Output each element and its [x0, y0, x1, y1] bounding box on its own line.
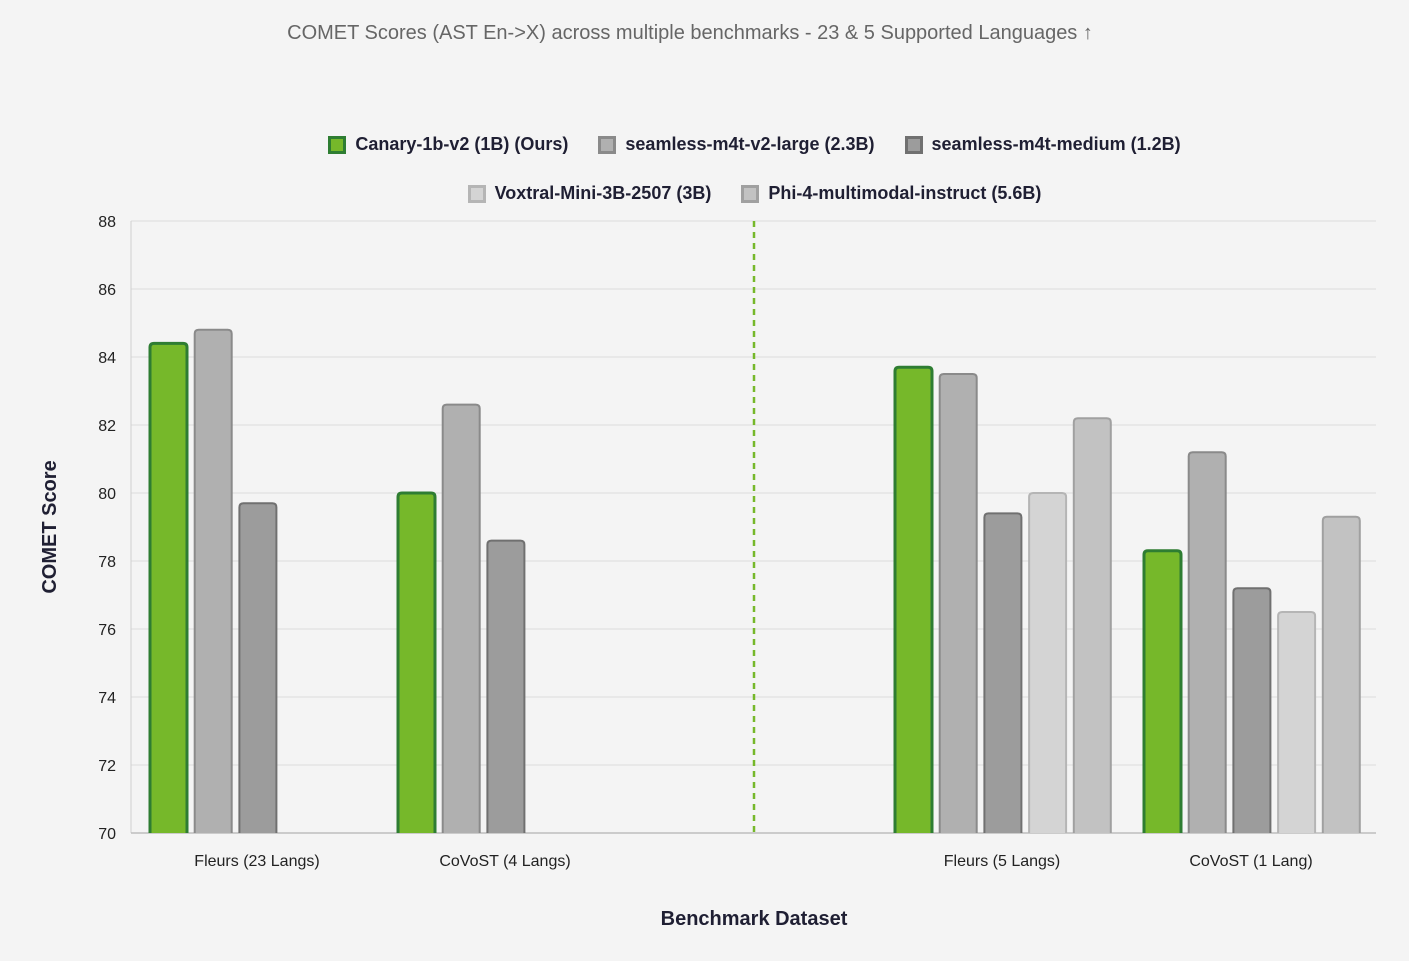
- y-tick-label: 82: [98, 418, 116, 435]
- bar: [893, 365, 934, 833]
- legend-label-voxtral: Voxtral-Mini-3B-2507 (3B): [494, 183, 712, 203]
- x-axis-title: Benchmark Dataset: [661, 908, 848, 930]
- y-tick-label: 84: [98, 350, 116, 367]
- bar: [983, 512, 1023, 833]
- bar: [148, 341, 189, 833]
- legend-label-phi4: Phi-4-multimodal-instruct (5.6B): [768, 183, 1042, 203]
- legend-swatch-voxtral: [467, 184, 486, 203]
- bar: [1321, 515, 1361, 833]
- y-tick-label: 74: [98, 690, 116, 707]
- bar: [1072, 417, 1112, 833]
- legend-item-canary[interactable]: Canary-1b-v2 (1B) (Ours): [328, 134, 568, 155]
- legend-item-seamless-medium[interactable]: seamless-m4t-medium (1.2B): [904, 134, 1181, 155]
- y-tick-labels: 70 72 74 76 78 80 82 84 86 88: [98, 214, 116, 843]
- category-label: CoVoST (1 Lang): [1189, 853, 1312, 870]
- legend-item-seamless-v2-large[interactable]: seamless-m4t-v2-large (2.3B): [598, 134, 875, 155]
- category-label: Fleurs (5 Langs): [944, 853, 1061, 870]
- bar: [938, 373, 978, 833]
- legend-item-voxtral[interactable]: Voxtral-Mini-3B-2507 (3B): [467, 183, 712, 204]
- legend-swatch-phi4: [741, 184, 760, 203]
- y-axis-title: COMET Score: [39, 460, 61, 593]
- legend-row-1: Canary-1b-v2 (1B) (Ours) seamless-m4t-v2…: [0, 134, 1409, 155]
- legend-item-phi4[interactable]: Phi-4-multimodal-instruct (5.6B): [741, 183, 1041, 204]
- chart-title: COMET Scores (AST En->X) across multiple…: [287, 22, 1093, 44]
- y-tick-label: 78: [98, 554, 116, 571]
- y-tick-label: 76: [98, 622, 116, 639]
- legend-swatch-canary: [328, 135, 347, 154]
- bar: [1232, 587, 1272, 833]
- legend-swatch-seamless-v2-large: [598, 135, 617, 154]
- bar: [396, 491, 437, 833]
- bar: [1187, 451, 1227, 833]
- category-label: Fleurs (23 Langs): [194, 853, 319, 870]
- legend-swatch-seamless-medium: [904, 135, 923, 154]
- bars: [148, 328, 1361, 833]
- y-tick-label: 86: [98, 282, 116, 299]
- bar: [238, 502, 278, 833]
- legend-label-seamless-v2-large: seamless-m4t-v2-large (2.3B): [625, 134, 875, 154]
- bar: [1277, 611, 1317, 833]
- category-labels: Fleurs (23 Langs) CoVoST (4 Langs) Fleurs …: [194, 853, 1312, 870]
- y-tick-label: 72: [98, 758, 116, 775]
- bar: [1142, 549, 1183, 833]
- bar: [193, 328, 233, 833]
- legend-label-seamless-medium: seamless-m4t-medium (1.2B): [931, 134, 1181, 154]
- y-tick-label: 70: [98, 826, 116, 843]
- legend-label-canary: Canary-1b-v2 (1B) (Ours): [355, 134, 569, 154]
- bar: [441, 403, 481, 833]
- y-tick-label: 80: [98, 486, 116, 503]
- bar: [486, 539, 526, 833]
- category-label: CoVoST (4 Langs): [439, 853, 570, 870]
- y-tick-label: 88: [98, 214, 116, 231]
- legend-row-2: Voxtral-Mini-3B-2507 (3B) Phi-4-multimod…: [0, 183, 1409, 204]
- bar: [1028, 492, 1068, 833]
